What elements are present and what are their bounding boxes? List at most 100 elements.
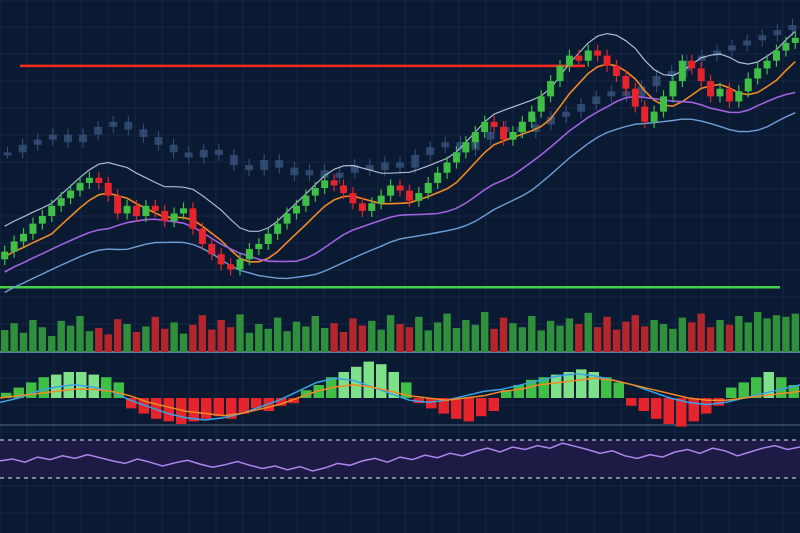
candle-up: [415, 193, 423, 201]
candle-up: [528, 111, 536, 122]
candle-up: [434, 172, 442, 183]
macd-bar-negative: [676, 398, 687, 427]
volume-bar: [368, 320, 376, 352]
volume-bar: [85, 331, 94, 352]
candle-up: [791, 37, 799, 43]
ghost-candle: [48, 134, 57, 140]
candle-up: [471, 132, 479, 143]
volume-bar: [688, 322, 696, 352]
volume-bar: [706, 327, 715, 352]
volume-bar: [481, 312, 489, 352]
volume-bar: [452, 328, 461, 352]
candle-down: [594, 50, 602, 56]
volume-bar: [10, 323, 18, 352]
candle-up: [754, 68, 762, 79]
volume-bar: [302, 326, 310, 352]
volume-bar: [321, 328, 329, 352]
ghost-candle: [652, 76, 661, 87]
candle-up: [142, 205, 150, 216]
candlestick-series: [1, 31, 799, 276]
candle-up: [302, 195, 310, 206]
volume-bar: [433, 322, 442, 352]
volume-bar: [179, 333, 188, 352]
volume-bar: [170, 322, 178, 352]
volume-bar: [48, 336, 56, 352]
macd-line: [0, 373, 800, 421]
candle-up: [264, 233, 272, 244]
candle-down: [405, 190, 413, 201]
macd-bar-negative: [126, 398, 137, 409]
candle-up: [735, 91, 743, 102]
volume-bar: [659, 324, 668, 352]
macd-bar-positive: [601, 377, 612, 398]
macd-bar-positive: [88, 374, 99, 398]
ghost-candle: [773, 30, 782, 36]
volume-bar: [245, 332, 254, 352]
macd-bar-positive: [351, 366, 362, 398]
candle-up: [678, 60, 686, 82]
candle-down: [198, 228, 206, 244]
candle-up: [481, 121, 489, 132]
volume-bar: [678, 317, 687, 352]
ghost-candle: [79, 134, 88, 143]
macd-bar-positive: [101, 377, 112, 398]
volume-bar: [358, 325, 367, 352]
ghost-candle: [380, 162, 389, 171]
volume-bar: [462, 320, 470, 352]
ghost-candle: [305, 170, 314, 176]
candle-up: [48, 205, 56, 216]
macd-bar-negative: [638, 398, 649, 411]
candle-down: [330, 180, 338, 186]
candle-up: [556, 65, 564, 82]
macd-bar-negative: [276, 398, 287, 406]
candle-up: [424, 182, 432, 194]
candle-up: [763, 60, 771, 69]
macd-bar-negative: [476, 398, 487, 417]
candle-up: [321, 180, 329, 188]
ghost-candle: [33, 139, 42, 145]
volume-bar: [113, 319, 122, 352]
macd-bar-positive: [763, 372, 774, 398]
macd-bar-positive: [401, 382, 412, 398]
volume-bar: [396, 324, 404, 352]
macd-bar-positive: [526, 379, 537, 398]
volume-bar: [546, 320, 555, 352]
candle-down: [358, 203, 366, 211]
volume-bar: [490, 328, 498, 352]
candle-down: [725, 88, 733, 102]
macd-bar-negative: [688, 398, 699, 422]
volume-bar: [697, 313, 705, 352]
ghost-candle: [229, 154, 238, 166]
ghost-candle: [154, 137, 163, 145]
ghost-candle: [184, 152, 193, 158]
ghost-candle: [637, 86, 646, 97]
ghost-candle: [712, 50, 721, 56]
ghost-candle: [94, 126, 103, 135]
macd-bar-negative: [226, 398, 237, 419]
volume-bar: [405, 327, 414, 352]
candle-up: [170, 213, 178, 222]
candle-down: [500, 126, 508, 140]
macd-bar-positive: [376, 364, 387, 398]
volume-bar: [565, 318, 574, 352]
volume-bar: [198, 315, 207, 352]
volume-bar: [311, 316, 319, 352]
volume-bar: [161, 328, 169, 352]
volume-bar: [603, 316, 611, 352]
volume-bar: [349, 318, 357, 352]
candle-up: [292, 205, 300, 214]
macd-bar-negative: [201, 398, 212, 419]
volume-bar: [226, 327, 235, 352]
macd-bar-positive: [551, 374, 562, 398]
volume-bar: [725, 324, 734, 352]
candle-up: [283, 213, 291, 224]
ghost-candle: [350, 165, 359, 173]
candle-down: [227, 264, 235, 270]
candle-up: [180, 208, 188, 214]
volume-bar: [189, 324, 197, 352]
candle-up: [716, 88, 724, 97]
volume-bar: [292, 321, 301, 352]
ghost-candle: [758, 35, 767, 41]
volume-bar: [57, 320, 65, 352]
